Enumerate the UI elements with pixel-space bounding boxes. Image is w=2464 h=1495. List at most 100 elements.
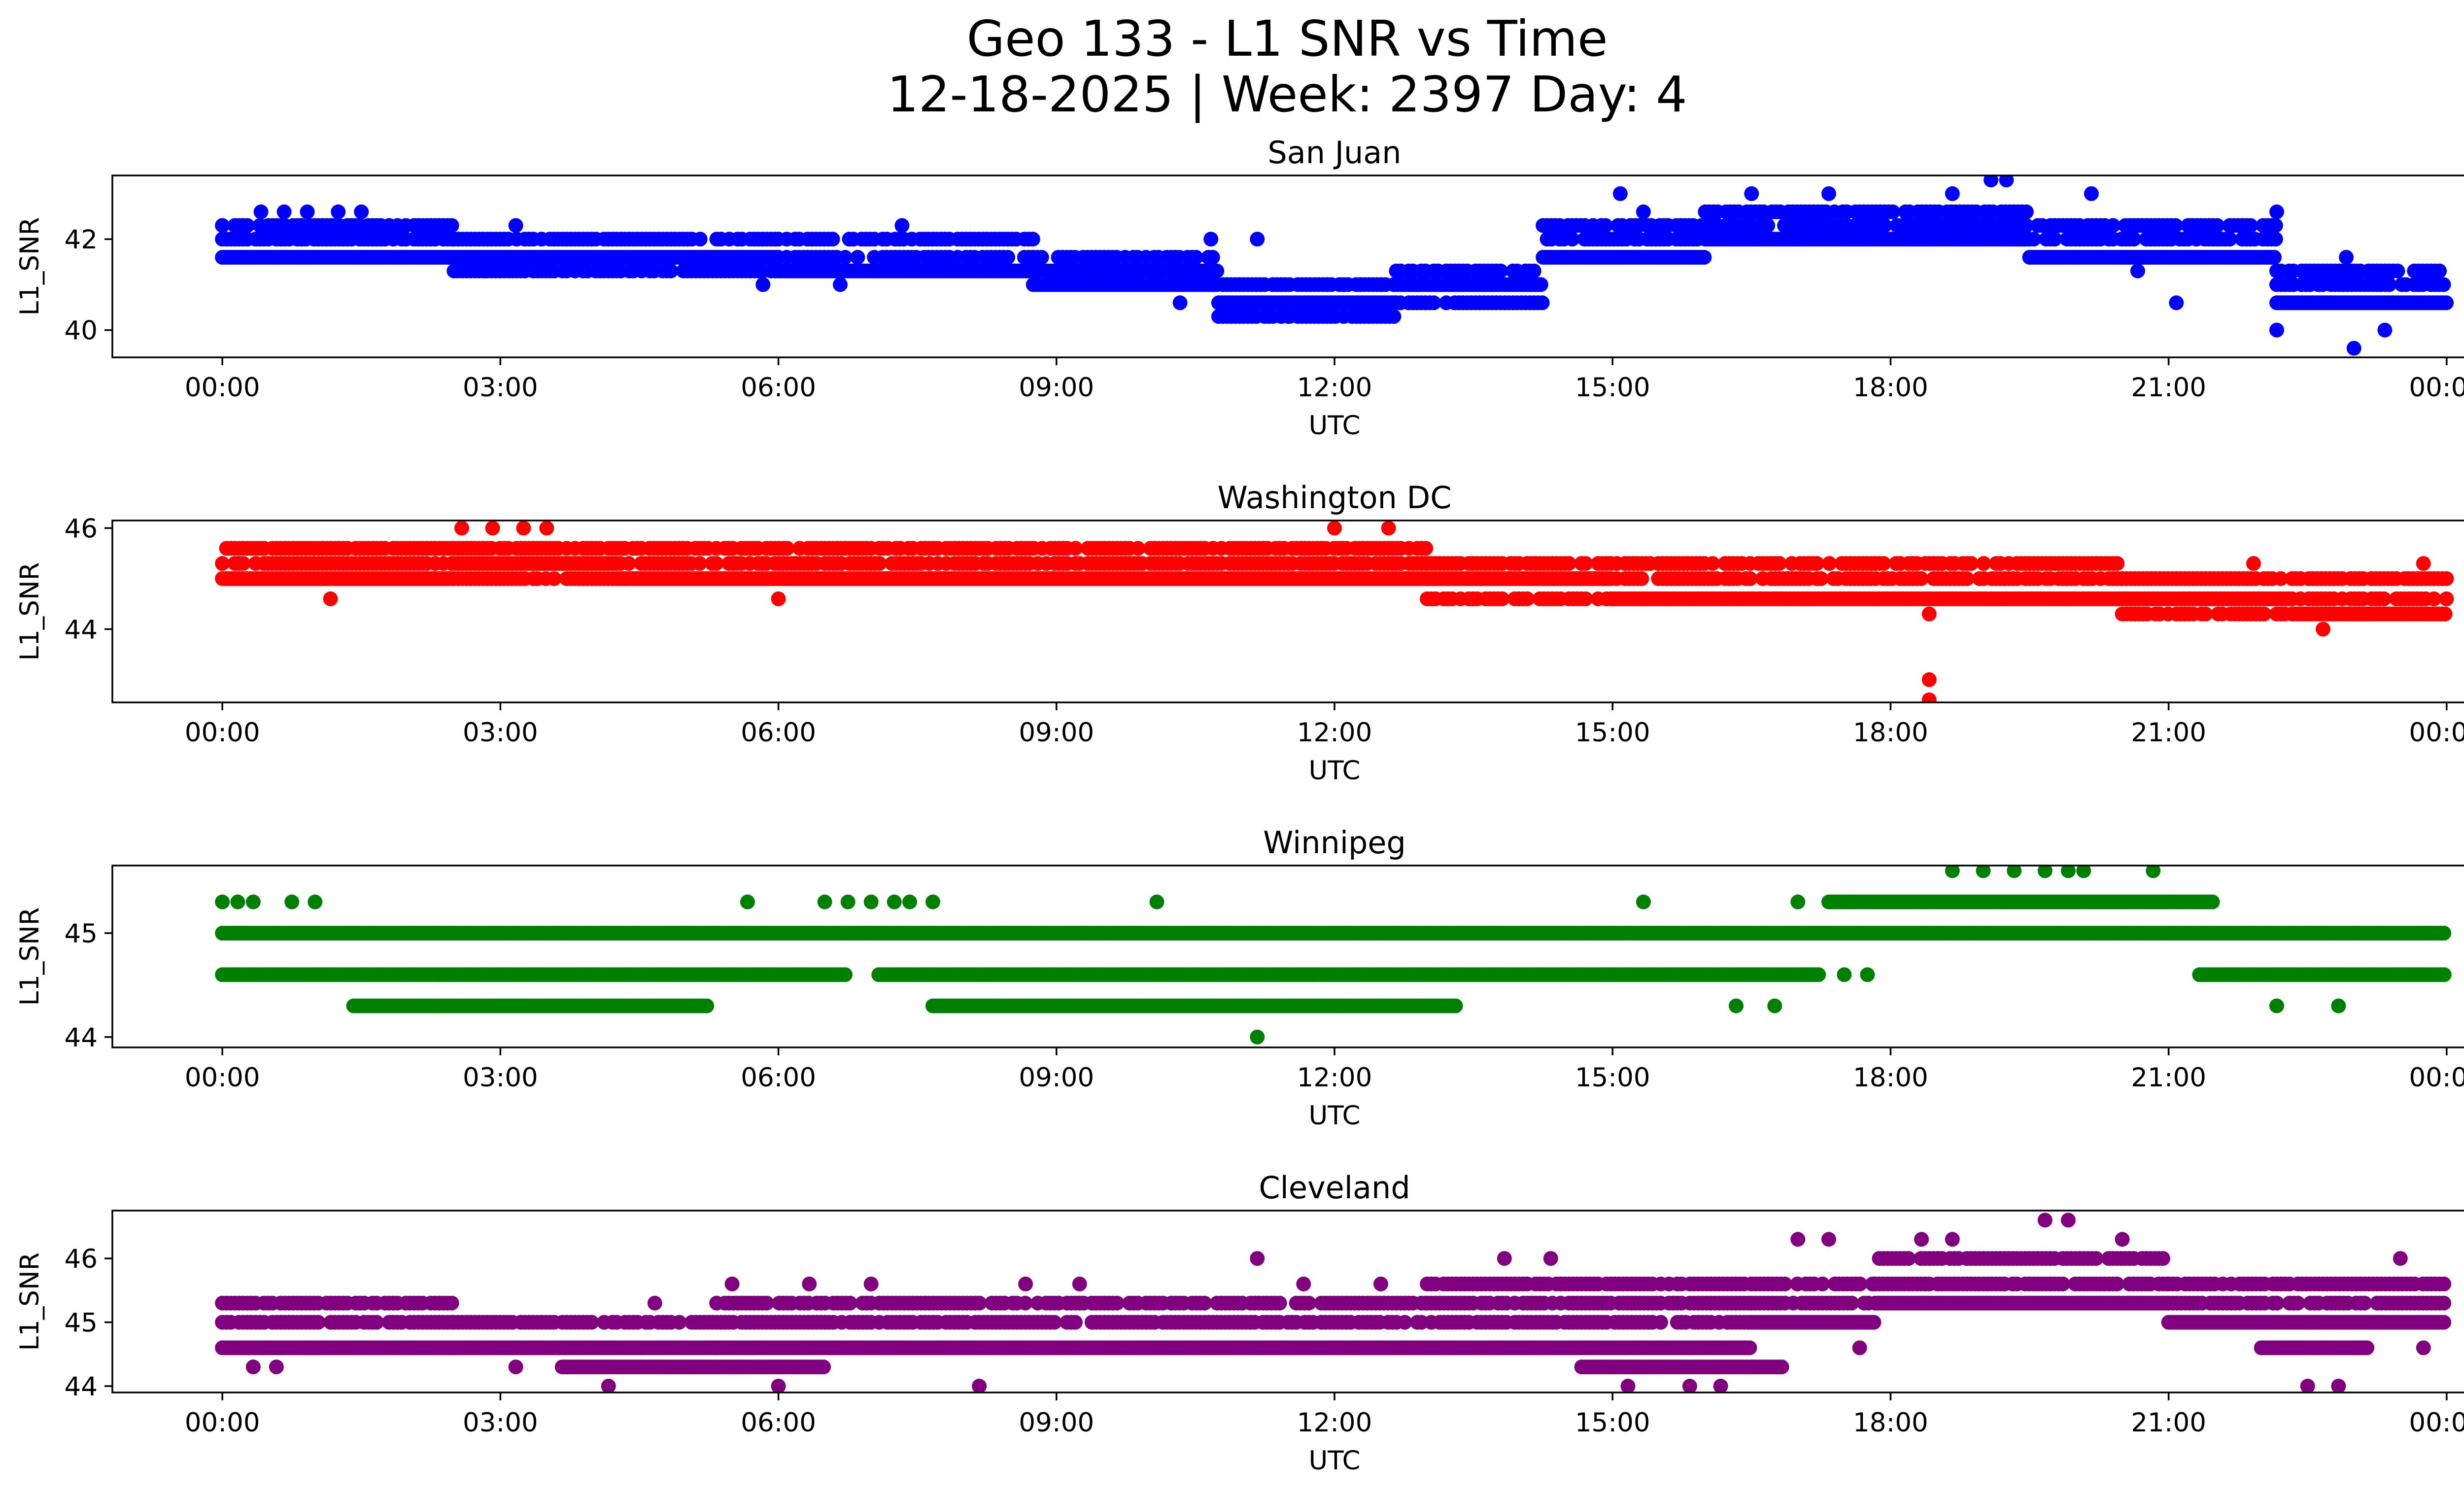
figure-title-line1: Geo 133 - L1 SNR vs Time (967, 10, 1608, 68)
data-point (2047, 232, 2062, 247)
data-point (1526, 263, 1541, 278)
data-point (2169, 295, 2184, 311)
x-tick-label: 00:00 (185, 373, 260, 403)
x-tick-label: 15:00 (1575, 718, 1650, 748)
data-point (692, 556, 707, 571)
data-point (1636, 204, 1651, 219)
data-point (1821, 186, 1836, 201)
y-tick-label: 46 (65, 514, 98, 544)
data-point (444, 218, 459, 233)
data-point (276, 204, 292, 219)
data-point (2346, 341, 2361, 356)
data-point (1130, 541, 1146, 556)
data-point (2437, 606, 2453, 622)
data-point (709, 556, 724, 571)
data-point (2436, 277, 2451, 292)
data-point (2436, 926, 2452, 941)
x-tick-label: 06:00 (741, 373, 816, 403)
data-point (1976, 556, 1991, 571)
data-point (253, 204, 269, 219)
data-point (485, 521, 500, 536)
data-point (2257, 606, 2272, 622)
data-point (2377, 322, 2393, 338)
panel-title: Washington DC (1217, 480, 1451, 516)
data-point (1921, 672, 1937, 687)
data-point (838, 967, 853, 982)
x-tick-label: 21:00 (2131, 373, 2206, 403)
data-point (1520, 591, 1535, 606)
data-point (2168, 218, 2183, 233)
x-tick-label: 09:00 (1019, 373, 1094, 403)
data-point (1578, 591, 1593, 606)
data-point (508, 218, 523, 233)
y-axis-label: L1_SNR (15, 562, 45, 661)
data-point (1959, 571, 1975, 586)
data-point (1999, 175, 2014, 188)
data-point (2390, 263, 2405, 278)
data-point (1578, 556, 1593, 571)
data-point (547, 571, 562, 586)
data-point (1876, 556, 1891, 571)
data-point (825, 232, 840, 247)
data-point (1822, 556, 1837, 571)
data-point (2436, 967, 2452, 982)
data-point (894, 218, 910, 233)
data-point (2339, 250, 2354, 265)
data-point (2382, 277, 2397, 292)
x-tick-label: 12:00 (1297, 373, 1372, 403)
data-point (539, 521, 554, 536)
data-point (2210, 218, 2225, 233)
data-point (2416, 556, 2431, 571)
data-point (1561, 556, 1576, 571)
data-point (1493, 263, 1508, 278)
data-point (240, 218, 255, 233)
data-point (1535, 295, 1550, 311)
x-tick-label: 00:00 (185, 718, 260, 748)
series-markers (215, 866, 2452, 1044)
data-point (1744, 186, 1759, 201)
data-point (1386, 309, 1402, 324)
data-point (1533, 277, 1548, 292)
data-point (1068, 541, 1083, 556)
data-point (215, 556, 230, 571)
data-point (215, 218, 230, 233)
data-point (354, 204, 369, 219)
x-tick-label: 21:00 (2131, 718, 2206, 748)
data-point (1565, 232, 1580, 247)
x-tick-label: 00:00 (2409, 718, 2464, 748)
data-point (1984, 175, 1999, 188)
data-point (1945, 186, 1960, 201)
data-point (1705, 556, 1720, 571)
panel-title: Winnipeg (1263, 825, 1406, 861)
data-point (1877, 218, 1892, 233)
data-point (1760, 218, 1776, 233)
data-point (2130, 263, 2145, 278)
data-point (2432, 263, 2447, 278)
x-tick-label: 12:00 (1297, 718, 1372, 748)
data-point (2376, 591, 2392, 606)
data-point (2316, 622, 2330, 637)
data-point (2198, 606, 2213, 622)
data-point (1634, 571, 1649, 586)
x-tick-label: 03:00 (463, 373, 538, 403)
data-point (755, 277, 771, 292)
data-point (1885, 204, 1901, 219)
figure-title-line2: 12-18-2025 | Week: 2397 Day: 4 (887, 66, 1687, 123)
y-tick-label: 44 (65, 615, 98, 645)
data-point (1811, 967, 1826, 982)
x-axis-label: UTC (1308, 756, 1360, 786)
data-point (838, 250, 853, 265)
data-point (2110, 556, 2125, 571)
x-tick-label: 03:00 (463, 718, 538, 748)
data-point (1809, 556, 1824, 571)
data-point (454, 521, 469, 536)
y-axis-label: L1_SNR (15, 217, 45, 316)
data-point (1921, 606, 1937, 622)
data-point (1772, 556, 1787, 571)
data-point (833, 277, 848, 292)
data-point (516, 521, 531, 536)
data-point (1697, 250, 1712, 265)
